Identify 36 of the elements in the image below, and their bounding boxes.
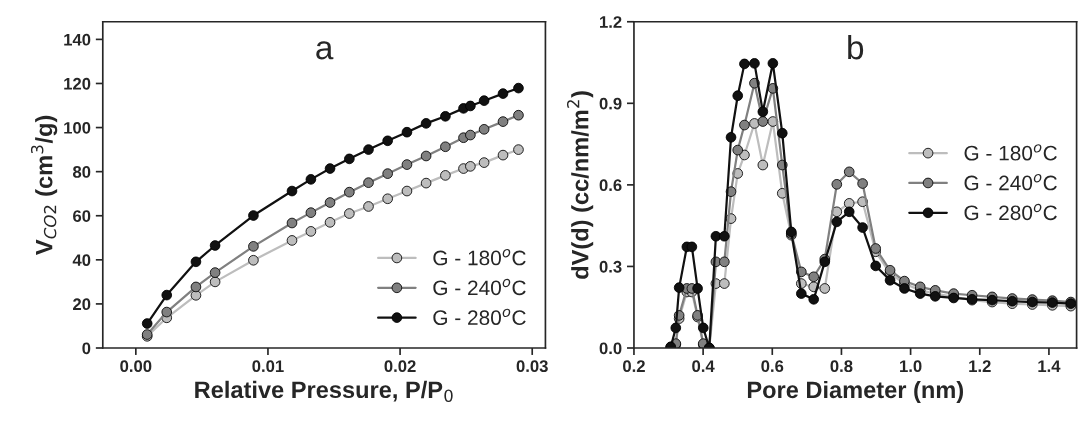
x-tick-label: 1.0 bbox=[900, 360, 922, 373]
x-tick-label: 0.4 bbox=[692, 360, 715, 373]
y-tick-label: 40 bbox=[72, 254, 91, 267]
x-tick-label: 0.02 bbox=[384, 360, 416, 373]
x-tick-label: 0.2 bbox=[623, 360, 645, 373]
x-tick-label: 1.4 bbox=[1038, 360, 1061, 372]
y-tick-label: 1.2 bbox=[600, 16, 622, 28]
x-axis-title: Pore Diameter (nm) bbox=[747, 380, 963, 403]
y-tick-label: 120 bbox=[64, 77, 91, 90]
y-tick-label: 0.3 bbox=[599, 260, 622, 273]
y-axis-title: V$_{CO2}$ (cm$^{3}$/g) bbox=[30, 115, 58, 255]
y-axis-title: dV(d) (cc/nm/m$^{2}$) bbox=[566, 91, 594, 279]
y-tick-label: 100 bbox=[64, 121, 91, 134]
legend-label: G - 240$^{o}$C bbox=[433, 278, 526, 296]
y-tick-label: 140 bbox=[64, 33, 91, 46]
legend-label: G - 280$^{o}$C bbox=[964, 203, 1057, 221]
x-axis-title: Relative Pressure, P/P$_{0}$ bbox=[195, 380, 453, 402]
y-tick-label: 0.6 bbox=[599, 179, 622, 192]
y-tick-label: 80 bbox=[72, 166, 91, 178]
chart-title: a bbox=[316, 41, 334, 60]
y-tick-label: 0 bbox=[82, 342, 91, 355]
y-tick-label: 60 bbox=[73, 210, 91, 222]
legend-label: G - 280$^{o}$C bbox=[433, 308, 526, 326]
x-tick-label: 0.01 bbox=[252, 360, 284, 373]
legend-label: G - 180$^{o}$C bbox=[964, 144, 1057, 161]
x-tick-label: 0.6 bbox=[761, 360, 784, 373]
x-tick-label: 0.00 bbox=[120, 360, 152, 373]
x-tick-label: 1.2 bbox=[969, 360, 991, 372]
chart-title: b bbox=[848, 34, 864, 60]
x-tick-label: 0.03 bbox=[516, 360, 548, 373]
legend-label: G - 180$^{o}$C bbox=[433, 249, 526, 266]
legend-label: G - 240$^{o}$C bbox=[964, 174, 1057, 191]
y-tick-label: 0.9 bbox=[599, 97, 622, 110]
y-tick-label: 0.0 bbox=[599, 342, 622, 355]
y-tick-label: 20 bbox=[73, 298, 91, 311]
x-tick-label: 0.8 bbox=[830, 360, 853, 373]
